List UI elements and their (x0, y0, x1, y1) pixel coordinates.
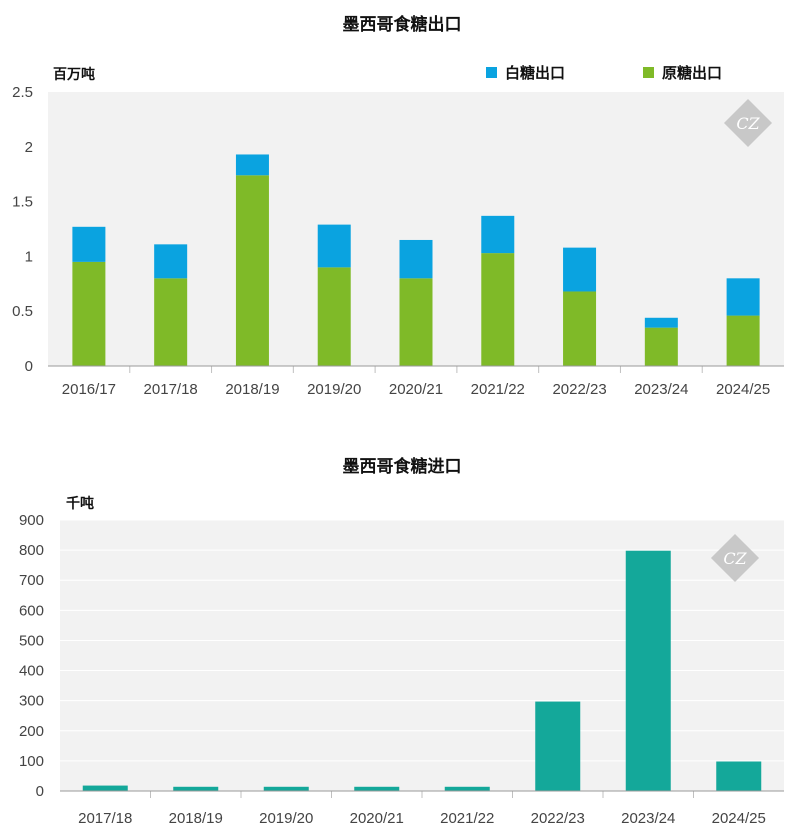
legend-label-white-sugar: 白糖出口 (505, 64, 565, 82)
export-bar-white-segment (235, 154, 269, 176)
export-x-tick-label: 2016/17 (62, 381, 116, 398)
export-y-tick-label: 0.5 (12, 303, 33, 320)
import-x-tick-label: 2021/22 (440, 810, 494, 827)
export-bar-white-segment (563, 247, 597, 292)
export-y-tick-label: 2.5 (12, 84, 33, 101)
watermark-text-import: CZ (723, 549, 747, 568)
import-y-tick-label: 900 (19, 512, 44, 529)
export-bar-white-segment (317, 224, 351, 268)
import-unit-label: 千吨 (66, 495, 94, 512)
import-x-tick-label: 2022/23 (531, 810, 585, 827)
export-x-tick-label: 2020/21 (389, 381, 443, 398)
export-x-tick-label: 2021/22 (471, 381, 525, 398)
import-bar (716, 761, 762, 791)
legend-swatch-white-sugar (486, 67, 497, 78)
import-y-tick-label: 700 (19, 572, 44, 589)
import-bar (82, 785, 128, 791)
export-bar-raw-segment (154, 278, 188, 366)
import-x-axis: 2017/18 2018/19 2019/20 2020/21 2021/22 2022/… (60, 790, 784, 827)
export-x-tick-label: 2022/23 (552, 381, 606, 398)
import-x-tick-label: 2018/19 (169, 810, 223, 827)
export-bar-raw-segment (481, 253, 515, 366)
import-y-axis: 0 100 200 300 400 500 600 700 800 900 (19, 512, 44, 800)
export-bar-raw-segment (726, 315, 760, 366)
import-bars (82, 550, 762, 791)
import-bar (444, 786, 490, 791)
export-x-axis: 2016/17 2017/18 2018/19 2019/20 2020/21 2021/… (48, 365, 784, 398)
export-bar-white-segment (481, 215, 515, 254)
export-bar-raw-segment (399, 278, 433, 366)
legend-label-raw-sugar: 原糖出口 (662, 64, 722, 82)
import-chart-title: 墨西哥食糖进口 (343, 456, 462, 477)
import-y-tick-label: 500 (19, 632, 44, 649)
export-x-tick-label: 2018/19 (225, 381, 279, 398)
export-x-tick-label: 2019/20 (307, 381, 361, 398)
import-y-tick-label: 600 (19, 602, 44, 619)
export-y-axis: 0 0.5 1 1.5 2 2.5 (12, 84, 33, 375)
export-y-tick-label: 0 (25, 358, 33, 375)
export-bar-raw-segment (235, 175, 269, 366)
import-x-tick-label: 2019/20 (259, 810, 313, 827)
export-x-tick-label: 2017/18 (144, 381, 198, 398)
export-y-tick-label: 1.5 (12, 194, 33, 211)
export-bar-white-segment (399, 239, 433, 279)
export-y-tick-label: 1 (25, 248, 33, 265)
export-bar-white-segment (726, 278, 760, 316)
import-y-tick-label: 300 (19, 693, 44, 710)
import-bar (354, 786, 400, 791)
export-unit-label: 百万吨 (53, 66, 95, 83)
export-bar-white-segment (72, 226, 106, 262)
import-y-tick-label: 100 (19, 753, 44, 770)
export-y-tick-label: 2 (25, 139, 33, 156)
export-bar-white-segment (644, 317, 678, 328)
export-bar-white-segment (154, 244, 188, 279)
legend-swatch-raw-sugar (643, 67, 654, 78)
import-x-tick-label: 2017/18 (78, 810, 132, 827)
import-bar (625, 550, 671, 791)
import-y-tick-label: 0 (36, 783, 44, 800)
export-bars (72, 154, 760, 366)
import-y-tick-label: 200 (19, 723, 44, 740)
cz-logo-icon (710, 533, 760, 583)
export-bar-raw-segment (644, 327, 678, 366)
export-x-tick-label: 2023/24 (634, 381, 688, 398)
watermark-text-export: CZ (736, 114, 760, 133)
export-bar-raw-segment (317, 267, 351, 366)
import-x-tick-label: 2023/24 (621, 810, 675, 827)
cz-logo-icon (723, 98, 773, 148)
import-bar (173, 786, 219, 791)
import-bar (535, 701, 581, 791)
export-bar-raw-segment (72, 261, 106, 366)
export-x-tick-label: 2024/25 (716, 381, 770, 398)
export-bar-raw-segment (563, 291, 597, 366)
export-chart-title: 墨西哥食糖出口 (343, 14, 462, 35)
import-plot-area (60, 520, 784, 791)
import-x-tick-label: 2020/21 (350, 810, 404, 827)
import-bar (263, 786, 309, 791)
import-y-tick-label: 400 (19, 663, 44, 680)
import-y-tick-label: 800 (19, 542, 44, 559)
import-x-tick-label: 2024/25 (712, 810, 766, 827)
